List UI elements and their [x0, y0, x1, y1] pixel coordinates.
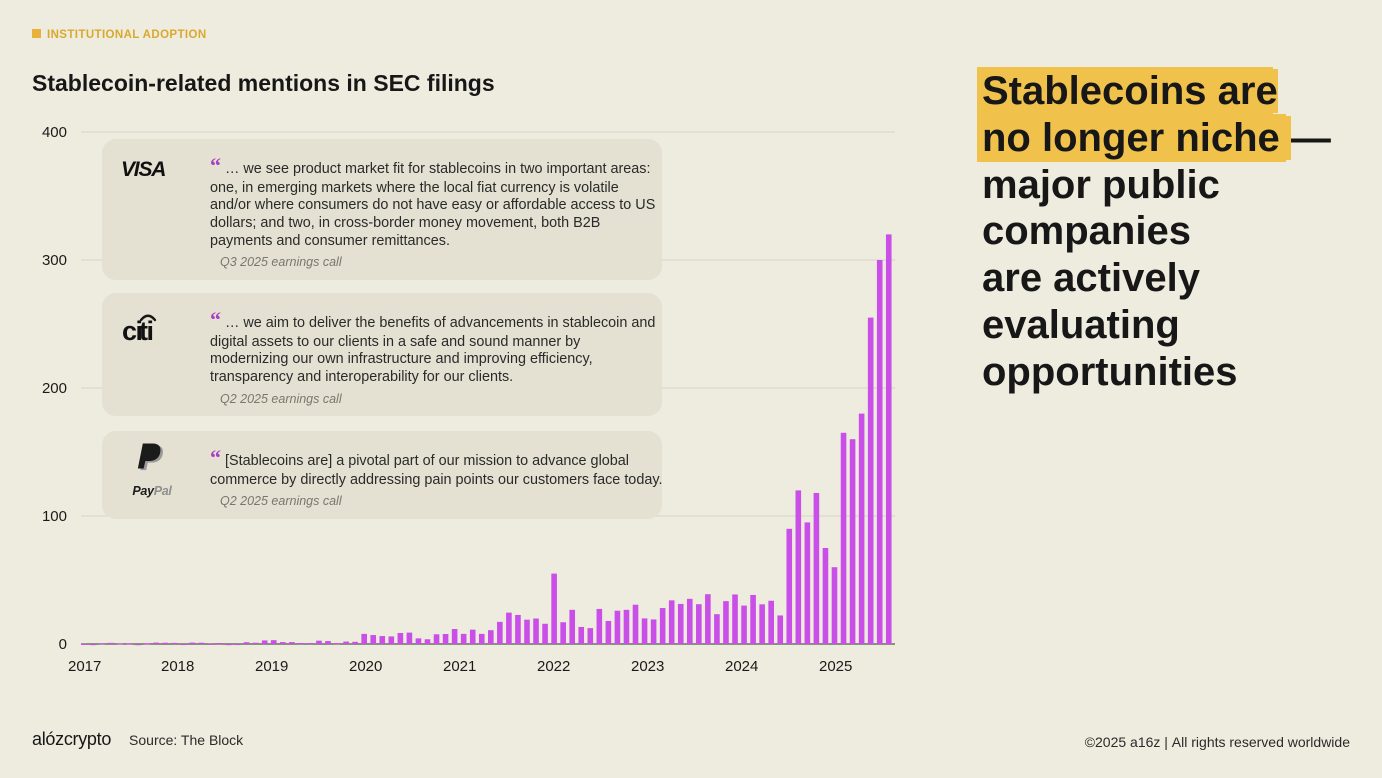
svg-text:2022: 2022 — [537, 658, 570, 675]
svg-text:2023: 2023 — [631, 658, 664, 675]
svg-text:400: 400 — [42, 124, 67, 141]
svg-text:ti: ti — [139, 316, 153, 346]
svg-text:2020: 2020 — [349, 658, 382, 675]
svg-text:2021: 2021 — [443, 658, 476, 675]
svg-text:2025: 2025 — [819, 658, 852, 675]
svg-text:2018: 2018 — [161, 658, 194, 675]
svg-text:2024: 2024 — [725, 658, 758, 675]
svg-text:100: 100 — [42, 508, 67, 525]
svg-text:2017: 2017 — [68, 658, 101, 675]
svg-text:0: 0 — [59, 636, 67, 653]
svg-text:200: 200 — [42, 380, 67, 397]
svg-text:300: 300 — [42, 252, 67, 269]
svg-text:2019: 2019 — [255, 658, 288, 675]
